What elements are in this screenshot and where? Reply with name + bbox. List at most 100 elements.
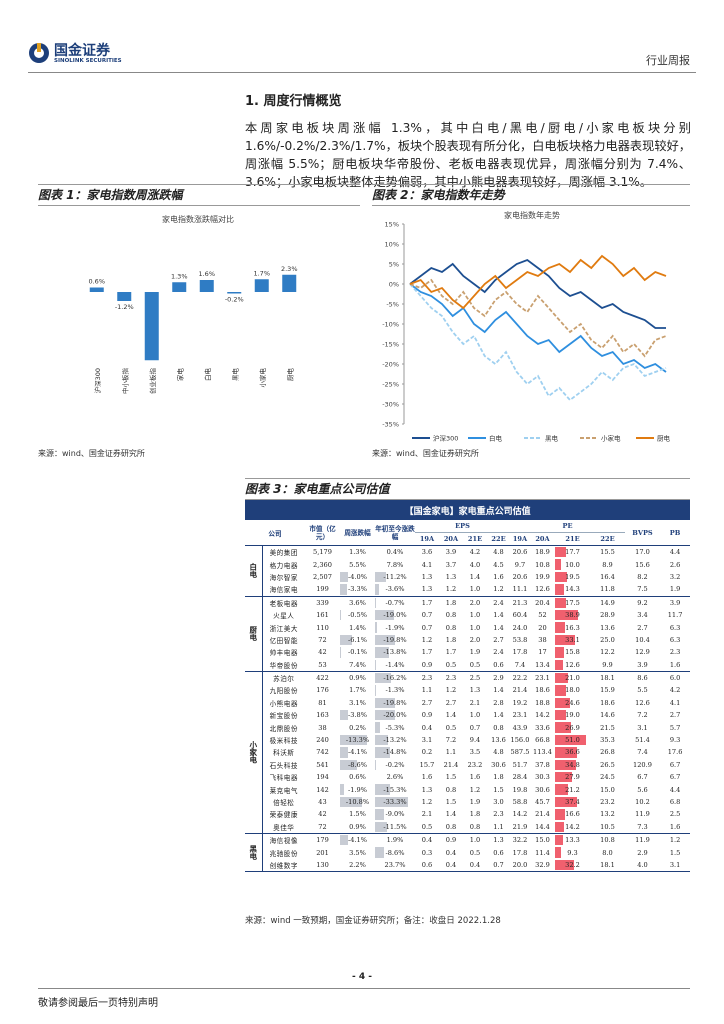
y-tick-label: 0% — [389, 281, 399, 289]
table-cell: 1.4 — [487, 709, 510, 721]
table-row: 北鼎股份 38 0.2% -5.3% 0.4 0.5 0.7 0.8 43.9 33.6 26.9 2… — [245, 721, 690, 733]
value-label: 0.6% — [88, 278, 105, 286]
cell-text: -0.7% — [385, 598, 405, 607]
table-cell: 1.3% — [340, 546, 375, 559]
cell-bar — [375, 722, 381, 733]
cell-text: 0.6% — [349, 773, 366, 782]
cell-text: 12.9 — [635, 648, 650, 657]
table-cell: 30.6 — [487, 759, 510, 771]
cell-text: 33.1 — [565, 635, 580, 644]
table-cell: 18.6 — [590, 697, 625, 709]
cell-bar — [555, 734, 586, 746]
cell-text: 13.4 — [535, 660, 550, 669]
table-cell: 17.8 — [510, 646, 530, 658]
cell-text: 4.0 — [469, 560, 481, 569]
cell-text: -14.8% — [383, 748, 407, 757]
table-cell: 1.4 — [463, 571, 487, 583]
cell-bar — [375, 647, 389, 658]
cell-text: 2.9 — [637, 848, 648, 857]
table-cell: 12.6 — [625, 697, 660, 709]
table-cell: 21.3 — [510, 596, 530, 609]
cell-text: 43.9 — [512, 723, 528, 732]
cell-text: 2.7 — [445, 698, 457, 707]
cell-text: 28.4 — [512, 773, 528, 782]
cell-text: 1.2 — [421, 798, 433, 806]
table-row: 小熊电器 81 3.1% -19.8% 2.7 2.7 2.1 2.8 19.2 18.8 24.6… — [245, 697, 690, 709]
cell-text: -0.5% — [348, 611, 367, 620]
cell-text: -19.8% — [383, 698, 407, 707]
table-cell: 742 — [305, 746, 340, 758]
cell-bar — [555, 710, 567, 721]
table-cell: 2.1 — [415, 808, 439, 820]
table-cell: 21.4 — [439, 759, 463, 771]
cell-text: 742 — [316, 748, 329, 757]
table-cell: 7.4% — [340, 659, 375, 672]
cell-text: -20.0% — [383, 711, 407, 720]
cell-text: 3.9 — [669, 598, 681, 607]
table-cell: 541 — [305, 759, 340, 771]
table-cell: 3.6 — [415, 546, 439, 559]
cell-text: 6.7 — [669, 773, 681, 782]
cell-text: 小熊电器 — [269, 699, 298, 708]
cell-text: 23.1 — [535, 674, 550, 683]
cell-text: 14.6 — [600, 711, 615, 720]
table-cell: 2.3 — [660, 646, 690, 658]
value-label: 1.6% — [198, 270, 215, 278]
cell-text: 3.0 — [493, 798, 504, 806]
table-cell: -9.0% — [375, 808, 415, 820]
table-cell: 3.1% — [340, 697, 375, 709]
table-cell: 23.1 — [510, 709, 530, 721]
table-cell: 5,179 — [305, 546, 340, 559]
cell-bar — [375, 784, 391, 795]
cell-text: -13.3% — [345, 736, 370, 745]
table-cell: 17.5 — [555, 596, 590, 609]
cell-bar — [555, 571, 567, 583]
cell-text: 53 — [318, 660, 327, 669]
cell-text: -11.5% — [383, 822, 407, 831]
cell-text: 17.5 — [565, 598, 580, 607]
cell-text: 莱克电气 — [269, 786, 298, 795]
cell-text: 2,360 — [313, 560, 332, 569]
table-cell: 23.2 — [590, 796, 625, 808]
cell-text: 42 — [318, 648, 327, 657]
table-row: 极米科技 240 -13.3% -13.2% 3.1 7.2 9.4 13.6 156.0 66.… — [245, 734, 690, 746]
cell-text: 1.5% — [349, 810, 366, 819]
title-row: 【国金家电】家电重点公司估值 — [245, 500, 691, 520]
table-cell: 0.5 — [415, 821, 439, 834]
table-cell: 2.7 — [660, 709, 690, 721]
cell-text: -4.0% — [348, 572, 367, 581]
table-cell: 42 — [305, 646, 340, 658]
cell-bar — [340, 571, 348, 583]
table-cell: 81 — [305, 697, 340, 709]
bar — [117, 292, 132, 301]
table-cell: 18.8 — [530, 697, 555, 709]
table-cell: 12.6 — [555, 659, 590, 672]
cell-bar — [375, 685, 377, 696]
legend-label: 白电 — [489, 434, 503, 443]
cell-bar — [375, 634, 395, 646]
cell-text: 6.3 — [669, 623, 681, 632]
table-cell: 0.7 — [415, 609, 439, 621]
cell-text: 13.6 — [600, 623, 615, 632]
cell-text: 51.7 — [512, 760, 528, 769]
cell-text: 0.4 — [421, 836, 433, 845]
cell-text: -13.2% — [383, 736, 407, 745]
cell-text: 2.3 — [669, 648, 681, 657]
cell-text: 11.7 — [667, 611, 683, 620]
table-cell: 20.6 — [510, 571, 530, 583]
cell-text: 15.6 — [635, 560, 650, 569]
cell-text: 4.0 — [637, 860, 648, 869]
table-cell: 石头科技 — [262, 759, 305, 771]
cell-text: 2.6 — [669, 560, 681, 569]
cell-text: 1.9 — [469, 798, 481, 806]
cell-bar — [375, 597, 376, 608]
cell-text: 11.9 — [635, 810, 650, 819]
cell-text: 23.7% — [384, 860, 406, 869]
cell-text: 18.0 — [565, 686, 580, 695]
table-cell: -4.0% — [340, 571, 375, 583]
cell-text: 0.8 — [493, 723, 504, 732]
table-cell: 0.2 — [415, 746, 439, 758]
column-header: 周涨跌幅 — [344, 528, 371, 537]
cell-text: 130 — [316, 860, 329, 869]
table-cell: 36.6 — [555, 746, 590, 758]
